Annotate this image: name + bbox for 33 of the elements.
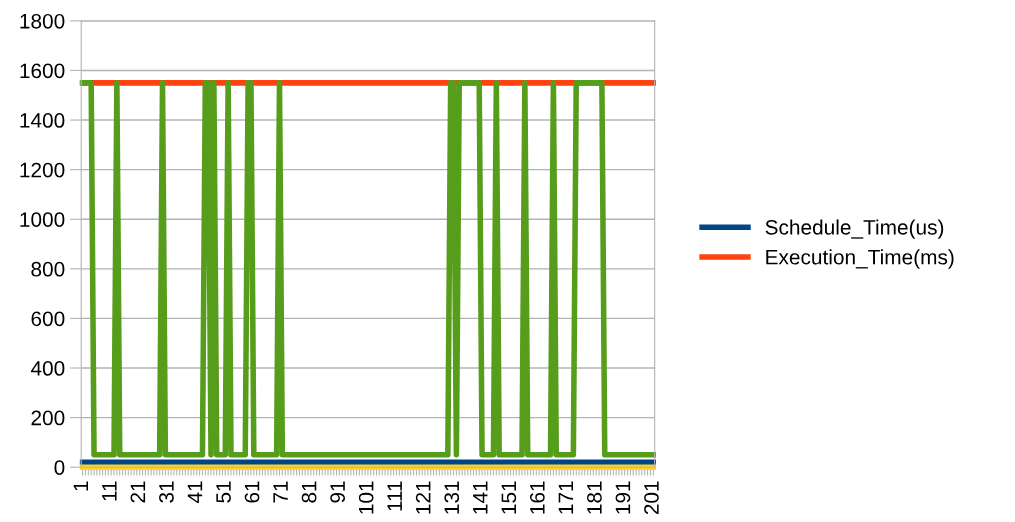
y-tick-label: 1800 — [20, 13, 65, 29]
x-tick-label: 171 — [558, 481, 574, 514]
x-tick-label: 91 — [330, 481, 345, 503]
x-tick-label: 121 — [415, 481, 431, 514]
x-tick-label: 181 — [587, 481, 602, 514]
x-tick-label: 51 — [216, 481, 231, 503]
x-tick-label: 11 — [102, 481, 117, 501]
y-tick-label: 400 — [30, 361, 65, 376]
y-tick-label: 1000 — [20, 212, 65, 227]
x-tick-label: 141 — [473, 481, 488, 514]
x-tick-label: 161 — [529, 481, 545, 514]
y-tick-label: 1200 — [20, 162, 65, 178]
y-tick-label: 1400 — [20, 113, 65, 128]
y-tick-label: 600 — [31, 311, 65, 327]
x-tick-label: 81 — [301, 481, 317, 503]
y-tick-label: 800 — [31, 261, 65, 277]
x-tick-label: 1 — [73, 481, 89, 491]
x-tick-label: 41 — [187, 481, 203, 504]
x-tick-label: 21 — [130, 481, 146, 503]
x-tick-label: 131 — [444, 481, 460, 514]
y-tick-label: 1600 — [20, 63, 65, 79]
y-tick-label: 0 — [54, 460, 65, 475]
y-tick-label: 200 — [31, 410, 65, 426]
x-tick-label: 101 — [358, 481, 374, 514]
x-tick-label: 201 — [644, 481, 659, 515]
x-tick-label: 111 — [387, 481, 402, 511]
x-tick-label: 71 — [273, 481, 288, 503]
x-tick-label: 191 — [615, 481, 631, 514]
legend-label: Execution_Time(ms) — [766, 249, 954, 269]
x-tick-label: 61 — [244, 481, 260, 503]
legend-label: Schedule_Time(us) — [765, 219, 944, 239]
x-tick-label: 31 — [159, 481, 174, 503]
x-tick-label: 151 — [501, 481, 517, 514]
